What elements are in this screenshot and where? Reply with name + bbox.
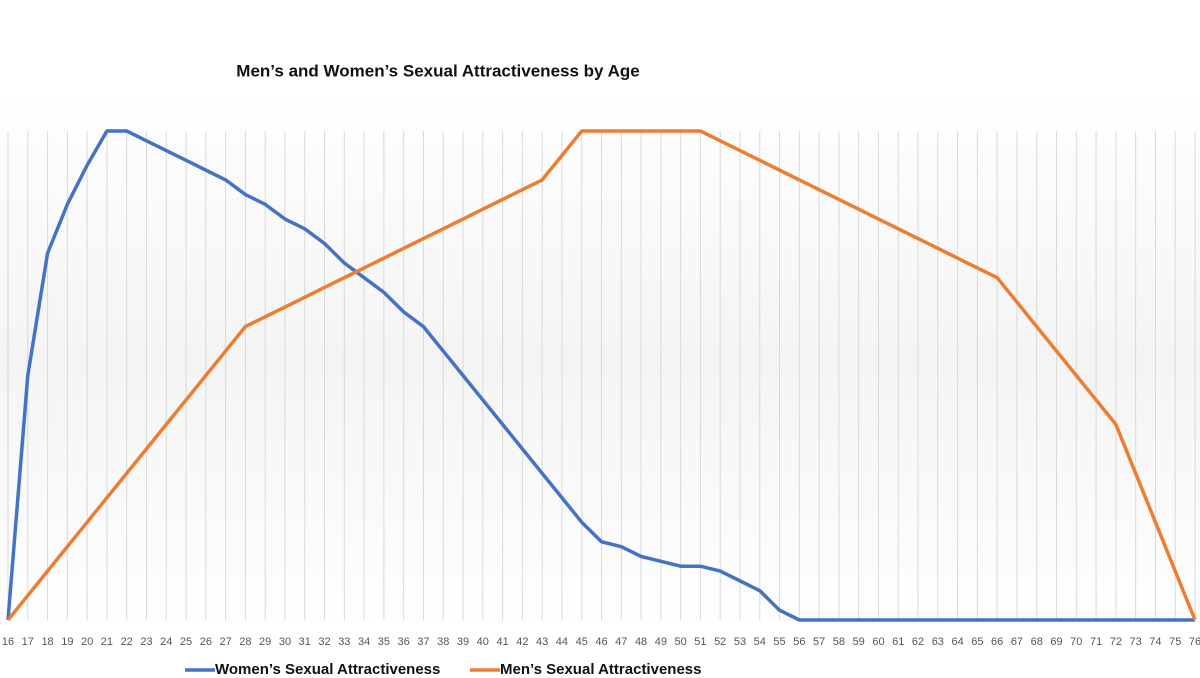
x-tick-label: 16	[2, 636, 14, 648]
x-tick-label: 18	[41, 636, 53, 648]
x-tick-label: 62	[912, 636, 924, 648]
chart-title: Men’s and Women’s Sexual Attractiveness …	[236, 61, 639, 80]
x-tick-label: 34	[358, 636, 370, 648]
x-tick-label: 17	[22, 636, 34, 648]
x-tick-label: 38	[437, 636, 449, 648]
x-tick-label: 42	[516, 636, 528, 648]
x-tick-label: 71	[1090, 636, 1102, 648]
series-line	[6, 129, 1197, 622]
x-tick-label: 65	[971, 636, 983, 648]
x-tick-label: 26	[200, 636, 212, 648]
x-tick-label: 28	[239, 636, 251, 648]
x-tick-label: 59	[853, 636, 865, 648]
x-tick-label: 53	[734, 636, 746, 648]
x-tick-label: 35	[378, 636, 390, 648]
x-tick-label: 45	[576, 636, 588, 648]
x-tick-label: 27	[219, 636, 231, 648]
plot-background	[0, 90, 1200, 630]
x-tick-label: 41	[496, 636, 508, 648]
x-tick-label: 64	[951, 636, 963, 648]
x-tick-label: 75	[1169, 636, 1181, 648]
x-tick-label: 55	[773, 636, 785, 648]
x-tick-label: 74	[1149, 636, 1161, 648]
x-tick-label: 33	[338, 636, 350, 648]
x-tick-label: 30	[279, 636, 291, 648]
x-tick-label: 43	[536, 636, 548, 648]
x-tick-label: 58	[833, 636, 845, 648]
x-tick-label: 36	[398, 636, 410, 648]
x-tick-label: 39	[457, 636, 469, 648]
x-tick-label: 67	[1011, 636, 1023, 648]
series-line	[6, 129, 1195, 622]
x-tick-label: 31	[299, 636, 311, 648]
x-tick-label: 32	[318, 636, 330, 648]
x-tick-label: 70	[1070, 636, 1082, 648]
x-tick-label: 63	[932, 636, 944, 648]
x-tick-label: 44	[556, 636, 568, 648]
legend-label: Men’s Sexual Attractiveness	[500, 661, 701, 678]
x-tick-label: 24	[160, 636, 172, 648]
x-tick-label: 21	[101, 636, 113, 648]
x-tick-label: 23	[140, 636, 152, 648]
x-tick-label: 29	[259, 636, 271, 648]
x-tick-label: 57	[813, 636, 825, 648]
legend-label: Women’s Sexual Attractiveness	[215, 661, 440, 678]
x-tick-label: 76	[1189, 636, 1200, 648]
x-tick-label: 25	[180, 636, 192, 648]
x-tick-label: 60	[872, 636, 884, 648]
x-tick-label: 56	[793, 636, 805, 648]
x-tick-label: 37	[417, 636, 429, 648]
x-tick-label: 68	[1031, 636, 1043, 648]
x-tick-label: 72	[1110, 636, 1122, 648]
x-tick-label: 48	[635, 636, 647, 648]
x-tick-label: 49	[655, 636, 667, 648]
x-tick-label: 66	[991, 636, 1003, 648]
x-tick-label: 73	[1130, 636, 1142, 648]
x-tick-label: 47	[615, 636, 627, 648]
x-tick-label: 69	[1050, 636, 1062, 648]
x-tick-label: 61	[892, 636, 904, 648]
x-tick-label: 46	[595, 636, 607, 648]
x-tick-label: 40	[477, 636, 489, 648]
x-tick-label: 22	[121, 636, 133, 648]
x-tick-label: 19	[61, 636, 73, 648]
x-tick-label: 51	[694, 636, 706, 648]
x-tick-label: 54	[754, 636, 766, 648]
x-tick-label: 52	[714, 636, 726, 648]
x-tick-label: 20	[81, 636, 93, 648]
x-tick-label: 50	[675, 636, 687, 648]
